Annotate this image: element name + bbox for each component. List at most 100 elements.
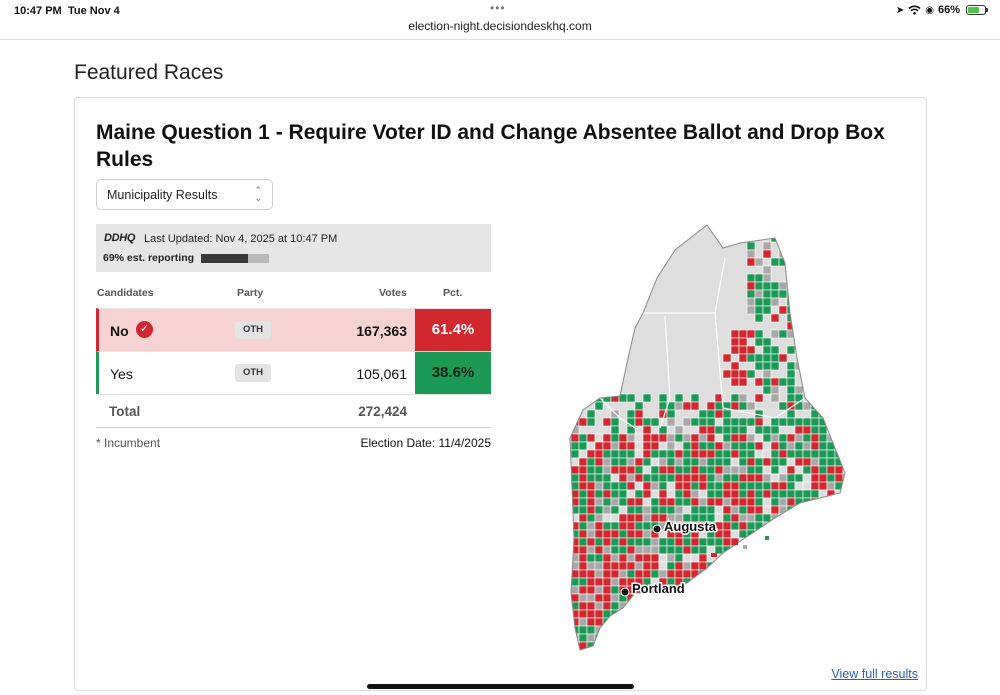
municipality[interactable] bbox=[698, 553, 708, 563]
municipality[interactable] bbox=[578, 577, 588, 587]
municipality[interactable] bbox=[610, 641, 620, 650]
municipality[interactable] bbox=[682, 601, 692, 611]
municipality[interactable] bbox=[563, 449, 572, 459]
municipality[interactable] bbox=[555, 426, 563, 434]
municipality[interactable] bbox=[851, 570, 859, 578]
municipality[interactable] bbox=[851, 258, 859, 266]
municipality[interactable] bbox=[851, 378, 859, 386]
municipality[interactable] bbox=[618, 521, 628, 531]
municipality[interactable] bbox=[666, 497, 676, 507]
municipality[interactable] bbox=[722, 417, 732, 427]
municipality[interactable] bbox=[682, 505, 692, 515]
municipality[interactable] bbox=[818, 449, 828, 459]
municipality[interactable] bbox=[594, 569, 604, 579]
municipality[interactable] bbox=[778, 489, 788, 499]
municipality[interactable] bbox=[586, 601, 596, 611]
municipality[interactable] bbox=[738, 625, 748, 635]
municipality[interactable] bbox=[802, 377, 812, 387]
municipality[interactable] bbox=[826, 265, 836, 275]
municipality[interactable] bbox=[602, 641, 612, 650]
municipality[interactable] bbox=[802, 249, 812, 259]
municipality[interactable] bbox=[706, 425, 716, 435]
municipality[interactable] bbox=[602, 521, 612, 531]
municipality[interactable] bbox=[770, 521, 780, 531]
municipality[interactable] bbox=[746, 465, 756, 475]
municipality[interactable] bbox=[778, 433, 788, 443]
municipality[interactable] bbox=[786, 489, 796, 499]
municipality[interactable] bbox=[698, 617, 708, 627]
municipality[interactable] bbox=[746, 489, 756, 499]
municipality[interactable] bbox=[563, 609, 572, 619]
municipality[interactable] bbox=[794, 609, 804, 619]
municipality[interactable] bbox=[658, 545, 668, 555]
municipality[interactable] bbox=[818, 297, 828, 307]
municipality[interactable] bbox=[746, 609, 756, 619]
municipality[interactable] bbox=[674, 449, 684, 459]
municipality[interactable] bbox=[770, 329, 780, 339]
municipality[interactable] bbox=[610, 577, 620, 587]
municipality[interactable] bbox=[634, 505, 644, 515]
municipality[interactable] bbox=[658, 649, 668, 658]
municipality[interactable] bbox=[706, 577, 716, 587]
municipality[interactable] bbox=[818, 497, 828, 507]
municipality[interactable] bbox=[698, 593, 708, 603]
municipality[interactable] bbox=[666, 609, 676, 619]
municipality[interactable] bbox=[842, 513, 851, 523]
municipality[interactable] bbox=[610, 649, 620, 658]
municipality[interactable] bbox=[578, 617, 588, 627]
municipality[interactable] bbox=[570, 393, 580, 403]
municipality[interactable] bbox=[738, 617, 748, 627]
municipality[interactable] bbox=[746, 601, 756, 611]
municipality[interactable] bbox=[826, 625, 836, 635]
municipality[interactable] bbox=[578, 537, 588, 547]
municipality[interactable] bbox=[738, 345, 748, 355]
municipality[interactable] bbox=[674, 441, 684, 451]
municipality[interactable] bbox=[698, 409, 708, 419]
municipality[interactable] bbox=[738, 449, 748, 459]
municipality[interactable] bbox=[834, 513, 844, 523]
municipality[interactable] bbox=[762, 633, 772, 643]
municipality[interactable] bbox=[563, 569, 572, 579]
municipality[interactable] bbox=[626, 465, 636, 475]
municipality[interactable] bbox=[666, 457, 676, 467]
municipality[interactable] bbox=[555, 634, 563, 642]
municipality[interactable] bbox=[690, 641, 700, 650]
municipality[interactable] bbox=[746, 473, 756, 483]
municipality[interactable] bbox=[563, 489, 572, 499]
municipality[interactable] bbox=[770, 505, 780, 515]
municipality[interactable] bbox=[586, 585, 596, 595]
municipality[interactable] bbox=[594, 401, 604, 411]
municipality[interactable] bbox=[826, 345, 836, 355]
municipality[interactable] bbox=[634, 465, 644, 475]
municipality[interactable] bbox=[658, 481, 668, 491]
municipality[interactable] bbox=[563, 521, 572, 531]
municipality[interactable] bbox=[810, 218, 820, 227]
municipality[interactable] bbox=[754, 449, 764, 459]
municipality[interactable] bbox=[834, 441, 844, 451]
municipality[interactable] bbox=[810, 473, 820, 483]
municipality[interactable] bbox=[578, 609, 588, 619]
municipality[interactable] bbox=[851, 458, 859, 466]
municipality[interactable] bbox=[626, 649, 636, 658]
municipality[interactable] bbox=[738, 601, 748, 611]
municipality[interactable] bbox=[754, 641, 764, 650]
municipality[interactable] bbox=[570, 505, 580, 515]
municipality[interactable] bbox=[610, 561, 620, 571]
municipality[interactable] bbox=[778, 545, 788, 555]
municipality[interactable] bbox=[754, 305, 764, 315]
municipality[interactable] bbox=[842, 265, 851, 275]
municipality[interactable] bbox=[690, 609, 700, 619]
municipality[interactable] bbox=[770, 289, 780, 299]
municipality[interactable] bbox=[834, 529, 844, 539]
municipality[interactable] bbox=[730, 513, 740, 523]
municipality[interactable] bbox=[610, 393, 620, 403]
municipality[interactable] bbox=[802, 257, 812, 267]
municipality[interactable] bbox=[698, 545, 708, 555]
municipality[interactable] bbox=[842, 545, 851, 555]
municipality[interactable] bbox=[802, 473, 812, 483]
municipality[interactable] bbox=[602, 601, 612, 611]
municipality[interactable] bbox=[754, 561, 764, 571]
municipality[interactable] bbox=[555, 594, 563, 602]
municipality[interactable] bbox=[642, 649, 652, 658]
municipality[interactable] bbox=[778, 441, 788, 451]
